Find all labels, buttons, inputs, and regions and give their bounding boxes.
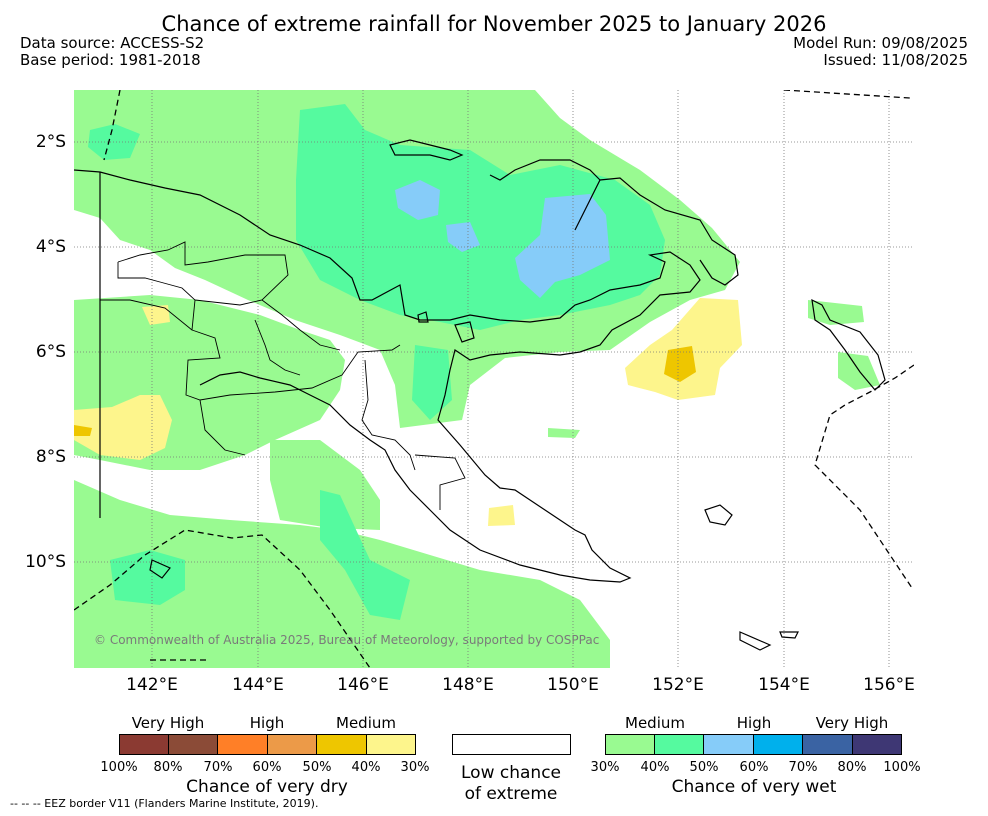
lon-label: 154°E xyxy=(758,675,810,695)
wet-tick: 30% xyxy=(590,760,620,775)
dry-swatch xyxy=(218,734,268,755)
dry-tick: 60% xyxy=(252,760,282,775)
lat-label: 10°S xyxy=(25,552,66,572)
wet-swatch xyxy=(803,734,853,755)
dry-swatch xyxy=(168,734,218,755)
wet-caption: Chance of very wet xyxy=(671,777,837,797)
dry-swatch xyxy=(366,734,416,755)
dry-tick: 80% xyxy=(153,760,183,775)
dry-level-medium: Medium xyxy=(336,714,396,732)
wet-swatch xyxy=(753,734,803,755)
wet-swatch xyxy=(605,734,655,755)
dry-swatch xyxy=(317,734,367,755)
dry-caption: Chance of very dry xyxy=(186,777,348,797)
wet-level-very-high: Very High xyxy=(815,714,889,732)
low-chance-line2: of extreme xyxy=(464,784,558,804)
lon-label: 150°E xyxy=(547,675,599,695)
province-borders xyxy=(100,241,466,510)
wet-tick: 100% xyxy=(883,760,921,775)
dry-tick: 40% xyxy=(351,760,381,775)
lat-label: 8°S xyxy=(35,447,66,467)
dry-regions xyxy=(74,298,742,526)
wet-swatch xyxy=(654,734,704,755)
low-chance-line1: Low chance xyxy=(461,763,561,783)
issued-date: Issued: 11/08/2025 xyxy=(823,51,968,69)
dry-swatch xyxy=(267,734,317,755)
meta-left: Data source: ACCESS-S2 Base period: 1981… xyxy=(20,35,204,69)
wet-tick: 40% xyxy=(640,760,670,775)
dry-tick: 30% xyxy=(400,760,430,775)
lon-label: 144°E xyxy=(232,675,284,695)
base-period: Base period: 1981-2018 xyxy=(20,51,201,69)
lat-label: 4°S xyxy=(35,237,66,257)
lat-label: 6°S xyxy=(35,342,66,362)
wet-tick: 70% xyxy=(788,760,818,775)
lon-label: 148°E xyxy=(442,675,494,695)
low-chance-swatch xyxy=(452,734,571,755)
lon-label: 142°E xyxy=(126,675,178,695)
high-wet-regions xyxy=(395,180,610,298)
map-title: Chance of extreme rainfall for November … xyxy=(161,12,827,36)
dry-tick: 70% xyxy=(203,760,233,775)
lon-label: 146°E xyxy=(337,675,389,695)
coastline xyxy=(74,139,886,651)
wet-level-medium: Medium xyxy=(625,714,685,732)
copyright: © Commonwealth of Australia 2025, Bureau… xyxy=(94,633,600,647)
wet-tick: 50% xyxy=(689,760,719,775)
dry-swatch xyxy=(119,734,169,755)
eez-borders xyxy=(74,90,914,668)
high-dry-regions xyxy=(74,346,696,436)
eez-note: -- -- -- EEZ border V11 (Flanders Marine… xyxy=(10,797,319,810)
data-source: Data source: ACCESS-S2 xyxy=(20,34,205,52)
model-run: Model Run: 09/08/2025 xyxy=(793,34,968,52)
wet-tick: 60% xyxy=(739,760,769,775)
low-chance-label: Low chance of extreme xyxy=(432,763,590,805)
dry-level-very-high: Very High xyxy=(131,714,205,732)
graticule xyxy=(74,90,914,668)
wet-level-high: High xyxy=(736,714,772,732)
wet-swatch xyxy=(704,734,754,755)
dry-tick: 50% xyxy=(302,760,332,775)
meta-right: Model Run: 09/08/2025 Issued: 11/08/2025 xyxy=(793,35,968,69)
lat-label: 2°S xyxy=(35,132,66,152)
map-canvas xyxy=(74,90,914,668)
dry-level-high: High xyxy=(249,714,285,732)
wet-swatch xyxy=(852,734,902,755)
wet-tick: 80% xyxy=(837,760,867,775)
dry-tick: 100% xyxy=(100,760,138,775)
lon-label: 156°E xyxy=(863,675,915,695)
lon-label: 152°E xyxy=(652,675,704,695)
